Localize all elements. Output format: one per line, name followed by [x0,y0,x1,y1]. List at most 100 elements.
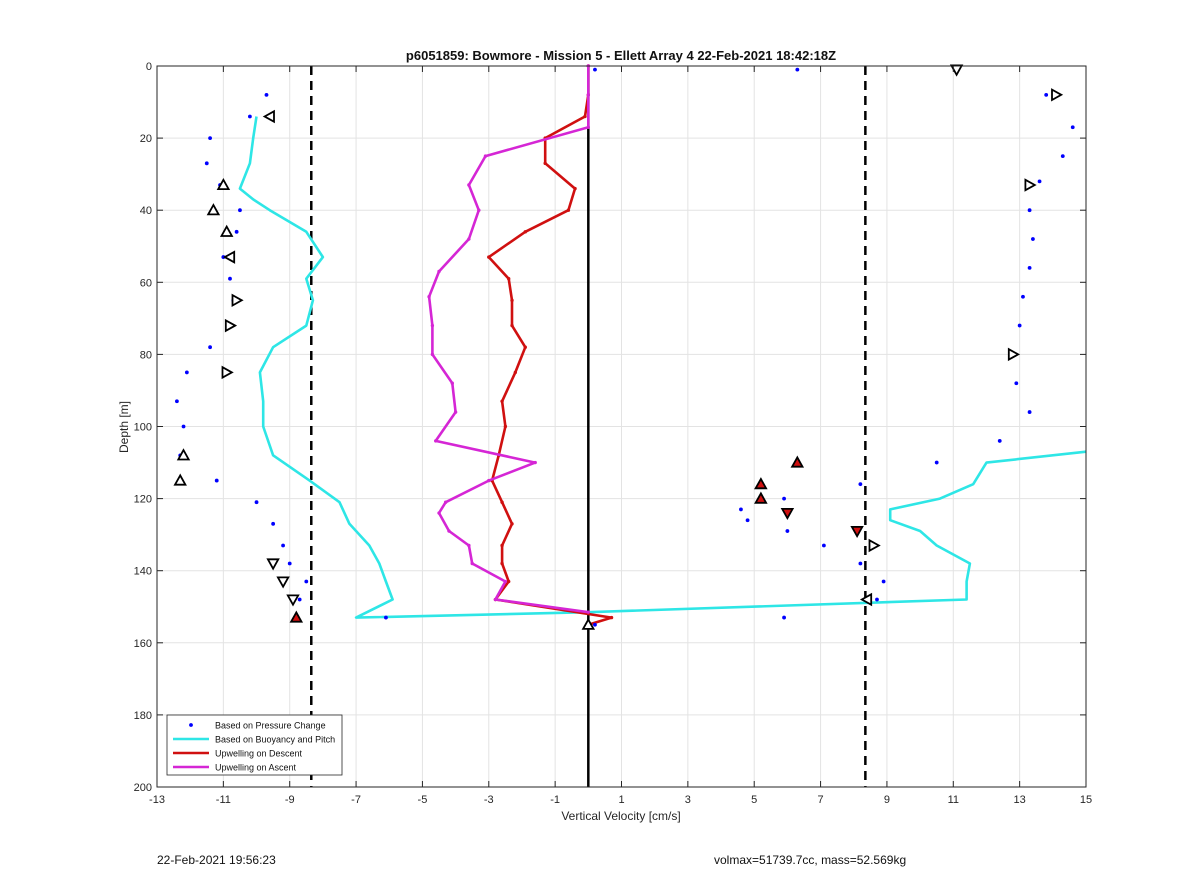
descent-upwelling-line-vertex [500,561,504,566]
pressure-change-point [287,561,292,566]
pressure-change-point [1031,237,1035,241]
x-tick-label: 7 [818,794,824,806]
triangle-marker [859,592,873,607]
descent-upwelling-line-vertex [609,615,614,620]
ascent-upwelling-line-vertex [434,439,438,443]
triangle-marker [754,491,768,504]
legend-entry: Based on Buoyancy and Pitch [215,735,335,745]
triangle-marker [868,538,881,553]
triangle-marker [1024,178,1037,192]
pressure-change-point [271,521,276,526]
ascent-upwelling-line-vertex [450,381,454,385]
triangle-markers [173,64,1064,630]
descent-upwelling-line-vertex [506,276,511,281]
ascent-upwelling-line-vertex [443,500,448,504]
y-tick-label: 100 [134,422,152,434]
ascent-upwelling-line-vertex [437,269,441,274]
descent-upwelling-line-vertex [487,255,491,259]
pressure-change-point [1014,381,1019,386]
pressure-change-point [1027,208,1032,213]
y-tick-label: 40 [140,205,152,217]
x-tick-label: -9 [285,794,295,806]
legend-entry: Upwelling on Ascent [215,763,297,773]
triangle-marker [581,617,596,630]
pressure-change-point [858,482,863,487]
buoyancy-pitch-line [238,116,1087,619]
triangle-marker [850,526,864,539]
legend-entry: Upwelling on Descent [215,749,303,759]
descent-upwelling-line-vertex [510,298,514,303]
x-tick-label: 13 [1014,794,1026,806]
pressure-change-point [175,399,179,404]
pressure-change-point [934,460,939,465]
pressure-change-point [1017,323,1022,328]
ascent-upwelling-line-vertex [430,352,435,357]
pressure-change-point [997,439,1002,443]
descent-upwelling-line-vertex [503,424,508,429]
legend-box [166,714,343,776]
x-tick-label: 11 [948,794,959,806]
pressure-change-point [248,114,252,119]
pressure-change-point [821,543,826,548]
triangle-marker [266,558,280,571]
descent-upwelling-line-vertex [510,522,514,526]
y-tick-label: 120 [134,494,152,506]
ascent-upwelling-line-vertex [586,93,591,97]
ascent-upwelling-line-vertex [477,208,481,212]
descent-upwelling-line-vertex [500,500,504,504]
x-tick-label: -1 [550,794,560,806]
x-tick-label: 3 [685,794,691,806]
y-tick-label: 60 [140,277,152,289]
ascent-upwelling-line-vertex [586,610,591,614]
ascent-upwelling-line-vertex [467,237,471,241]
triangle-marker [1051,88,1064,102]
pressure-change-point [208,345,212,350]
triangle-marker [949,64,964,77]
triangle-marker [231,293,244,308]
pressure-change-point [858,561,863,566]
ascent-upwelling-line-vertex [430,323,435,328]
ascent-upwelling-line-vertex [483,154,488,158]
pressure-change-point [881,579,886,584]
descent-upwelling-line-vertex [523,230,527,234]
descent-upwelling-line-vertex [573,186,577,191]
pressure-change-point [384,615,388,620]
y-tick-label: 0 [146,61,152,73]
pressure-change-point [745,518,750,523]
pressure-change-point [234,229,239,234]
pressure-change-point [254,500,259,505]
ascent-upwelling-line-vertex [437,511,441,515]
pressure-change-point [204,161,209,166]
triangle-marker [276,576,290,589]
pressure-change-point [238,208,242,213]
ascent-upwelling-line-vertex [470,561,474,566]
pressure-dots [175,67,1075,627]
y-axis-label: Depth [m] [117,401,131,453]
descent-upwelling-line-vertex [510,323,514,328]
pressure-change-point [1037,179,1042,184]
ascent-upwelling-line-vertex [447,529,451,533]
y-tick-label: 140 [134,566,152,578]
triangle-marker [221,365,234,380]
footer-info: volmax=51739.7cc, mass=52.569kg [714,853,907,867]
legend-entry: Based on Pressure Change [215,721,326,731]
ascent-upwelling-line-vertex [467,543,471,548]
x-tick-label: -11 [216,794,231,806]
x-tick-label: 5 [751,794,757,806]
triangle-marker [286,594,300,607]
x-tick-label: -3 [484,794,494,806]
x-tick-label: -5 [418,794,428,806]
footer-timestamp: 22-Feb-2021 19:56:23 [157,853,276,867]
triangle-marker [222,250,236,264]
pressure-change-point [1044,92,1049,97]
triangle-marker [289,610,304,623]
ascent-upwelling-line-vertex [503,579,508,584]
pressure-change-point [739,507,743,512]
ascent-upwelling-line-vertex [427,295,431,299]
pressure-change-point [875,597,879,602]
triangle-marker [1007,347,1021,362]
ascent-upwelling-line-vertex [453,410,458,414]
pressure-change-point [782,615,786,620]
descent-upwelling-line-vertex [513,370,518,375]
